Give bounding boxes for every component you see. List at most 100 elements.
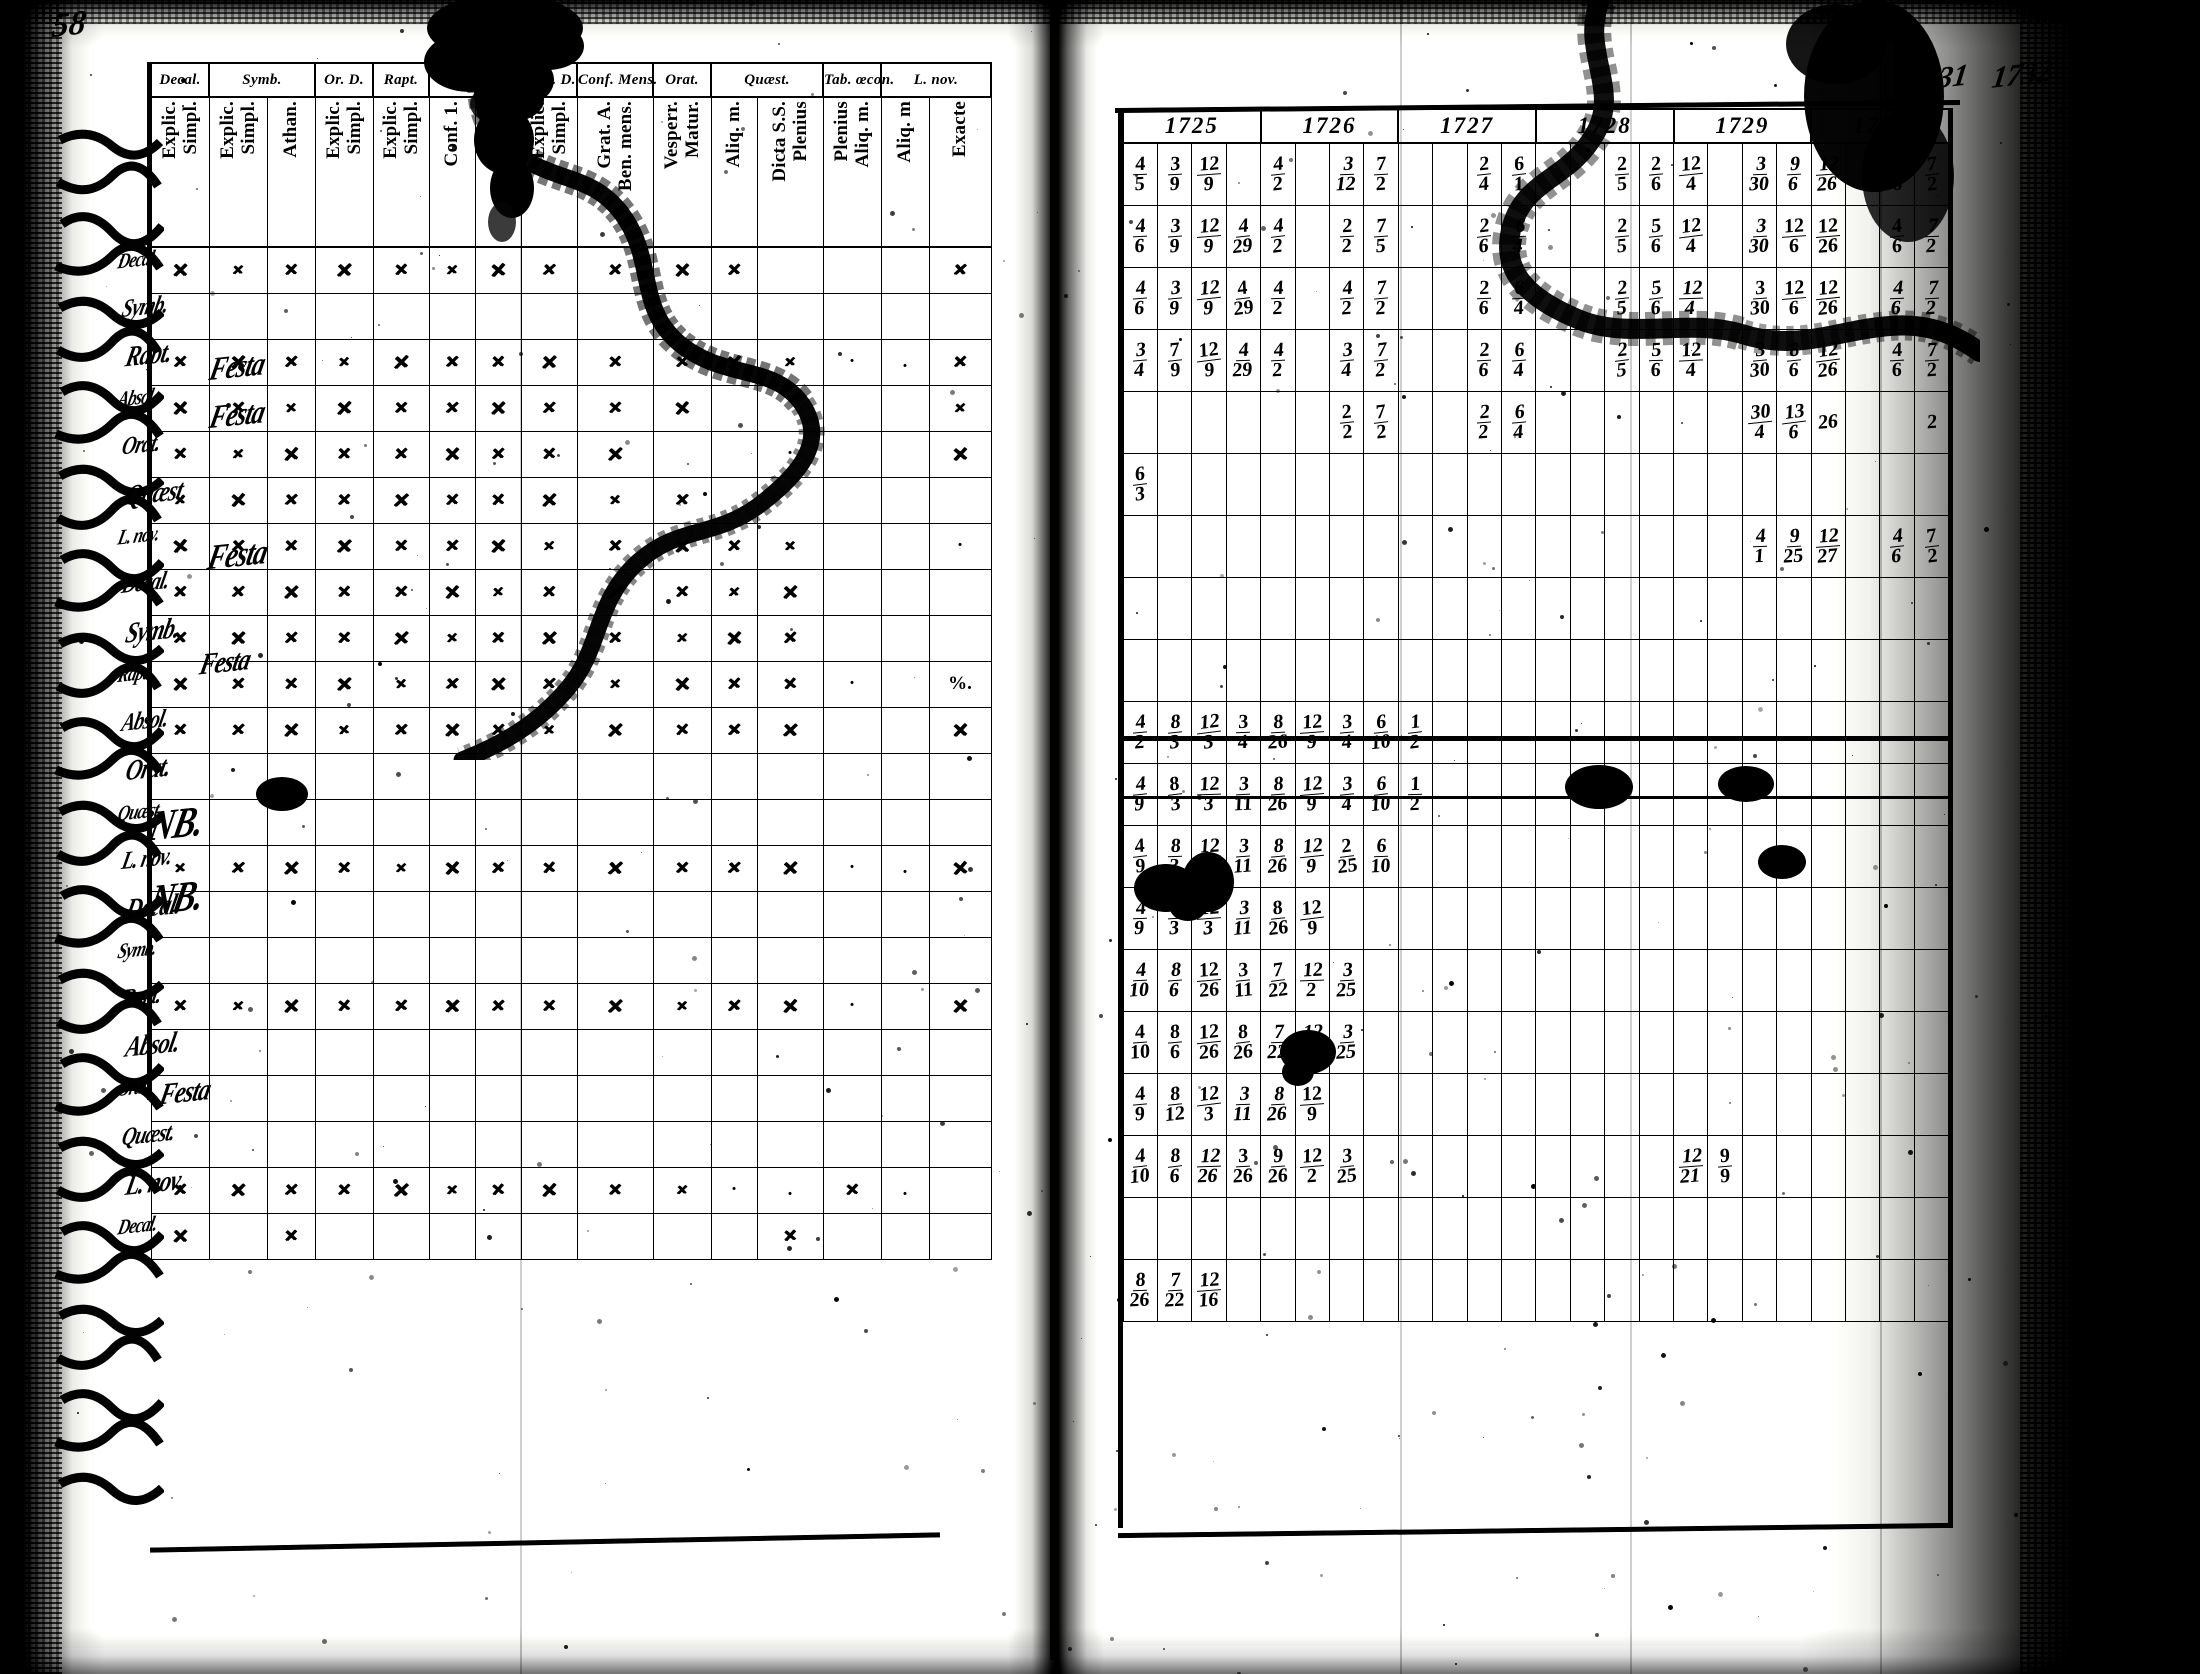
value-cell: 12 2 [1294, 1134, 1330, 1198]
value-cell [1500, 1072, 1537, 1136]
mark-cell: × [372, 430, 430, 478]
value-cell [1397, 390, 1434, 454]
value-cell: 3 25 [1328, 948, 1365, 1012]
right-table-year-header-row: 1725 1726 1727 1728 1729 1730 [1122, 108, 1950, 144]
value-cell [1569, 576, 1606, 640]
sub-header-line: Explic. [379, 101, 401, 159]
mark-cell: × [576, 568, 654, 616]
mark-cell: · [822, 982, 882, 1030]
scan-speck [351, 337, 352, 338]
value-cell [1638, 1134, 1675, 1198]
value-cell [1845, 824, 1881, 888]
scan-speck [1031, 31, 1032, 32]
value-cell [1397, 1258, 1434, 1322]
scan-speck [957, 1419, 958, 1420]
cross-mark: × [231, 443, 245, 464]
cross-mark: × [394, 993, 408, 1018]
scan-speck [1109, 939, 1112, 942]
cross-mark: × [606, 438, 624, 469]
scan-speck [1928, 1285, 1929, 1286]
fraction-value: 12 4 [1676, 276, 1706, 319]
value-cell [1913, 762, 1950, 826]
scan-speck [1204, 932, 1207, 935]
value-cell [1569, 762, 1606, 826]
fraction-denominator: 1 [1753, 544, 1765, 567]
value-cell [1225, 576, 1262, 640]
mark-cell: × [266, 246, 316, 294]
mark-cell: × [474, 1166, 522, 1214]
mark-cell: × [372, 706, 430, 754]
scan-speck [26, 856, 31, 861]
mark-cell: × [372, 476, 430, 524]
value-cell [1122, 1196, 1158, 1260]
scan-speck [1120, 682, 1121, 683]
value-cell [1707, 1072, 1743, 1136]
value-cell [1328, 1196, 1365, 1260]
scan-speck [1833, 1067, 1838, 1072]
scan-speck [1732, 997, 1733, 998]
value-cell [1604, 1072, 1640, 1136]
cross-mark: × [783, 671, 797, 696]
fraction-numerator: 12 [1196, 772, 1223, 795]
value-cell [1569, 1258, 1606, 1322]
scan-speck [2103, 644, 2106, 647]
fraction-value: 12 4 [1678, 213, 1703, 257]
scan-speck [371, 981, 374, 984]
fraction-numerator: 6 [1374, 834, 1390, 857]
mark-cell: × [710, 338, 758, 386]
value-cell [1672, 886, 1709, 950]
fraction-denominator: 2 [1340, 296, 1352, 319]
scan-speck [981, 1469, 985, 1473]
scan-speck [383, 1146, 384, 1147]
value-cell [1397, 266, 1434, 330]
scan-speck [1661, 1353, 1666, 1358]
page-number-left: 58 [50, 3, 88, 46]
mark-cell [652, 1212, 712, 1260]
scan-speck [1220, 685, 1223, 688]
value-cell: 4 29 [1225, 328, 1262, 392]
value-cell [1569, 700, 1606, 764]
scan-speck [1213, 1461, 1214, 1462]
scan-speck [890, 211, 895, 216]
scan-speck [10, 826, 12, 828]
fraction-denominator: 30 [1747, 172, 1770, 196]
value-cell [1707, 886, 1743, 950]
mark-cell: × [372, 844, 430, 892]
mark-cell [314, 292, 374, 340]
scan-speck [2117, 857, 2119, 859]
scan-speck [485, 828, 487, 830]
scan-speck [1575, 729, 1578, 732]
table-row: 3 4 7 9 12 9 4 29 4 2 3 4 7 2 2 6 6 4 2 5 5 6 12 4 3 30 8 6 12 26 4 6 7 2 [1122, 328, 1950, 392]
scan-speck [1265, 1561, 1269, 1565]
cross-mark: × [444, 852, 460, 883]
value-cell [1397, 142, 1434, 206]
cross-mark: × [283, 625, 299, 650]
table-row [150, 752, 992, 800]
sub-header-cell-4: Explic. Simpl. [372, 96, 430, 248]
scan-speck [396, 772, 401, 777]
value-cell [1879, 638, 1915, 702]
scan-speck [2010, 344, 2011, 345]
fraction-value: 8 26 [1264, 834, 1291, 878]
value-cell [1845, 266, 1881, 330]
value-cell [1432, 824, 1468, 888]
scan-speck [1975, 995, 1978, 998]
fraction-numerator: 6 [1511, 338, 1527, 361]
mark-cell [756, 246, 824, 294]
scan-speck [1484, 1078, 1486, 1080]
value-cell [1845, 204, 1881, 268]
mark-cell: × [372, 614, 430, 662]
scan-speck [1182, 790, 1185, 793]
sub-header-line: Plenius [789, 101, 811, 162]
mark-cell [314, 936, 374, 984]
table-row: 4 9 8 3 12 3 3 11 8 26 12 9 2 25 6 10 [1122, 824, 1950, 888]
value-cell [1810, 948, 1847, 1012]
